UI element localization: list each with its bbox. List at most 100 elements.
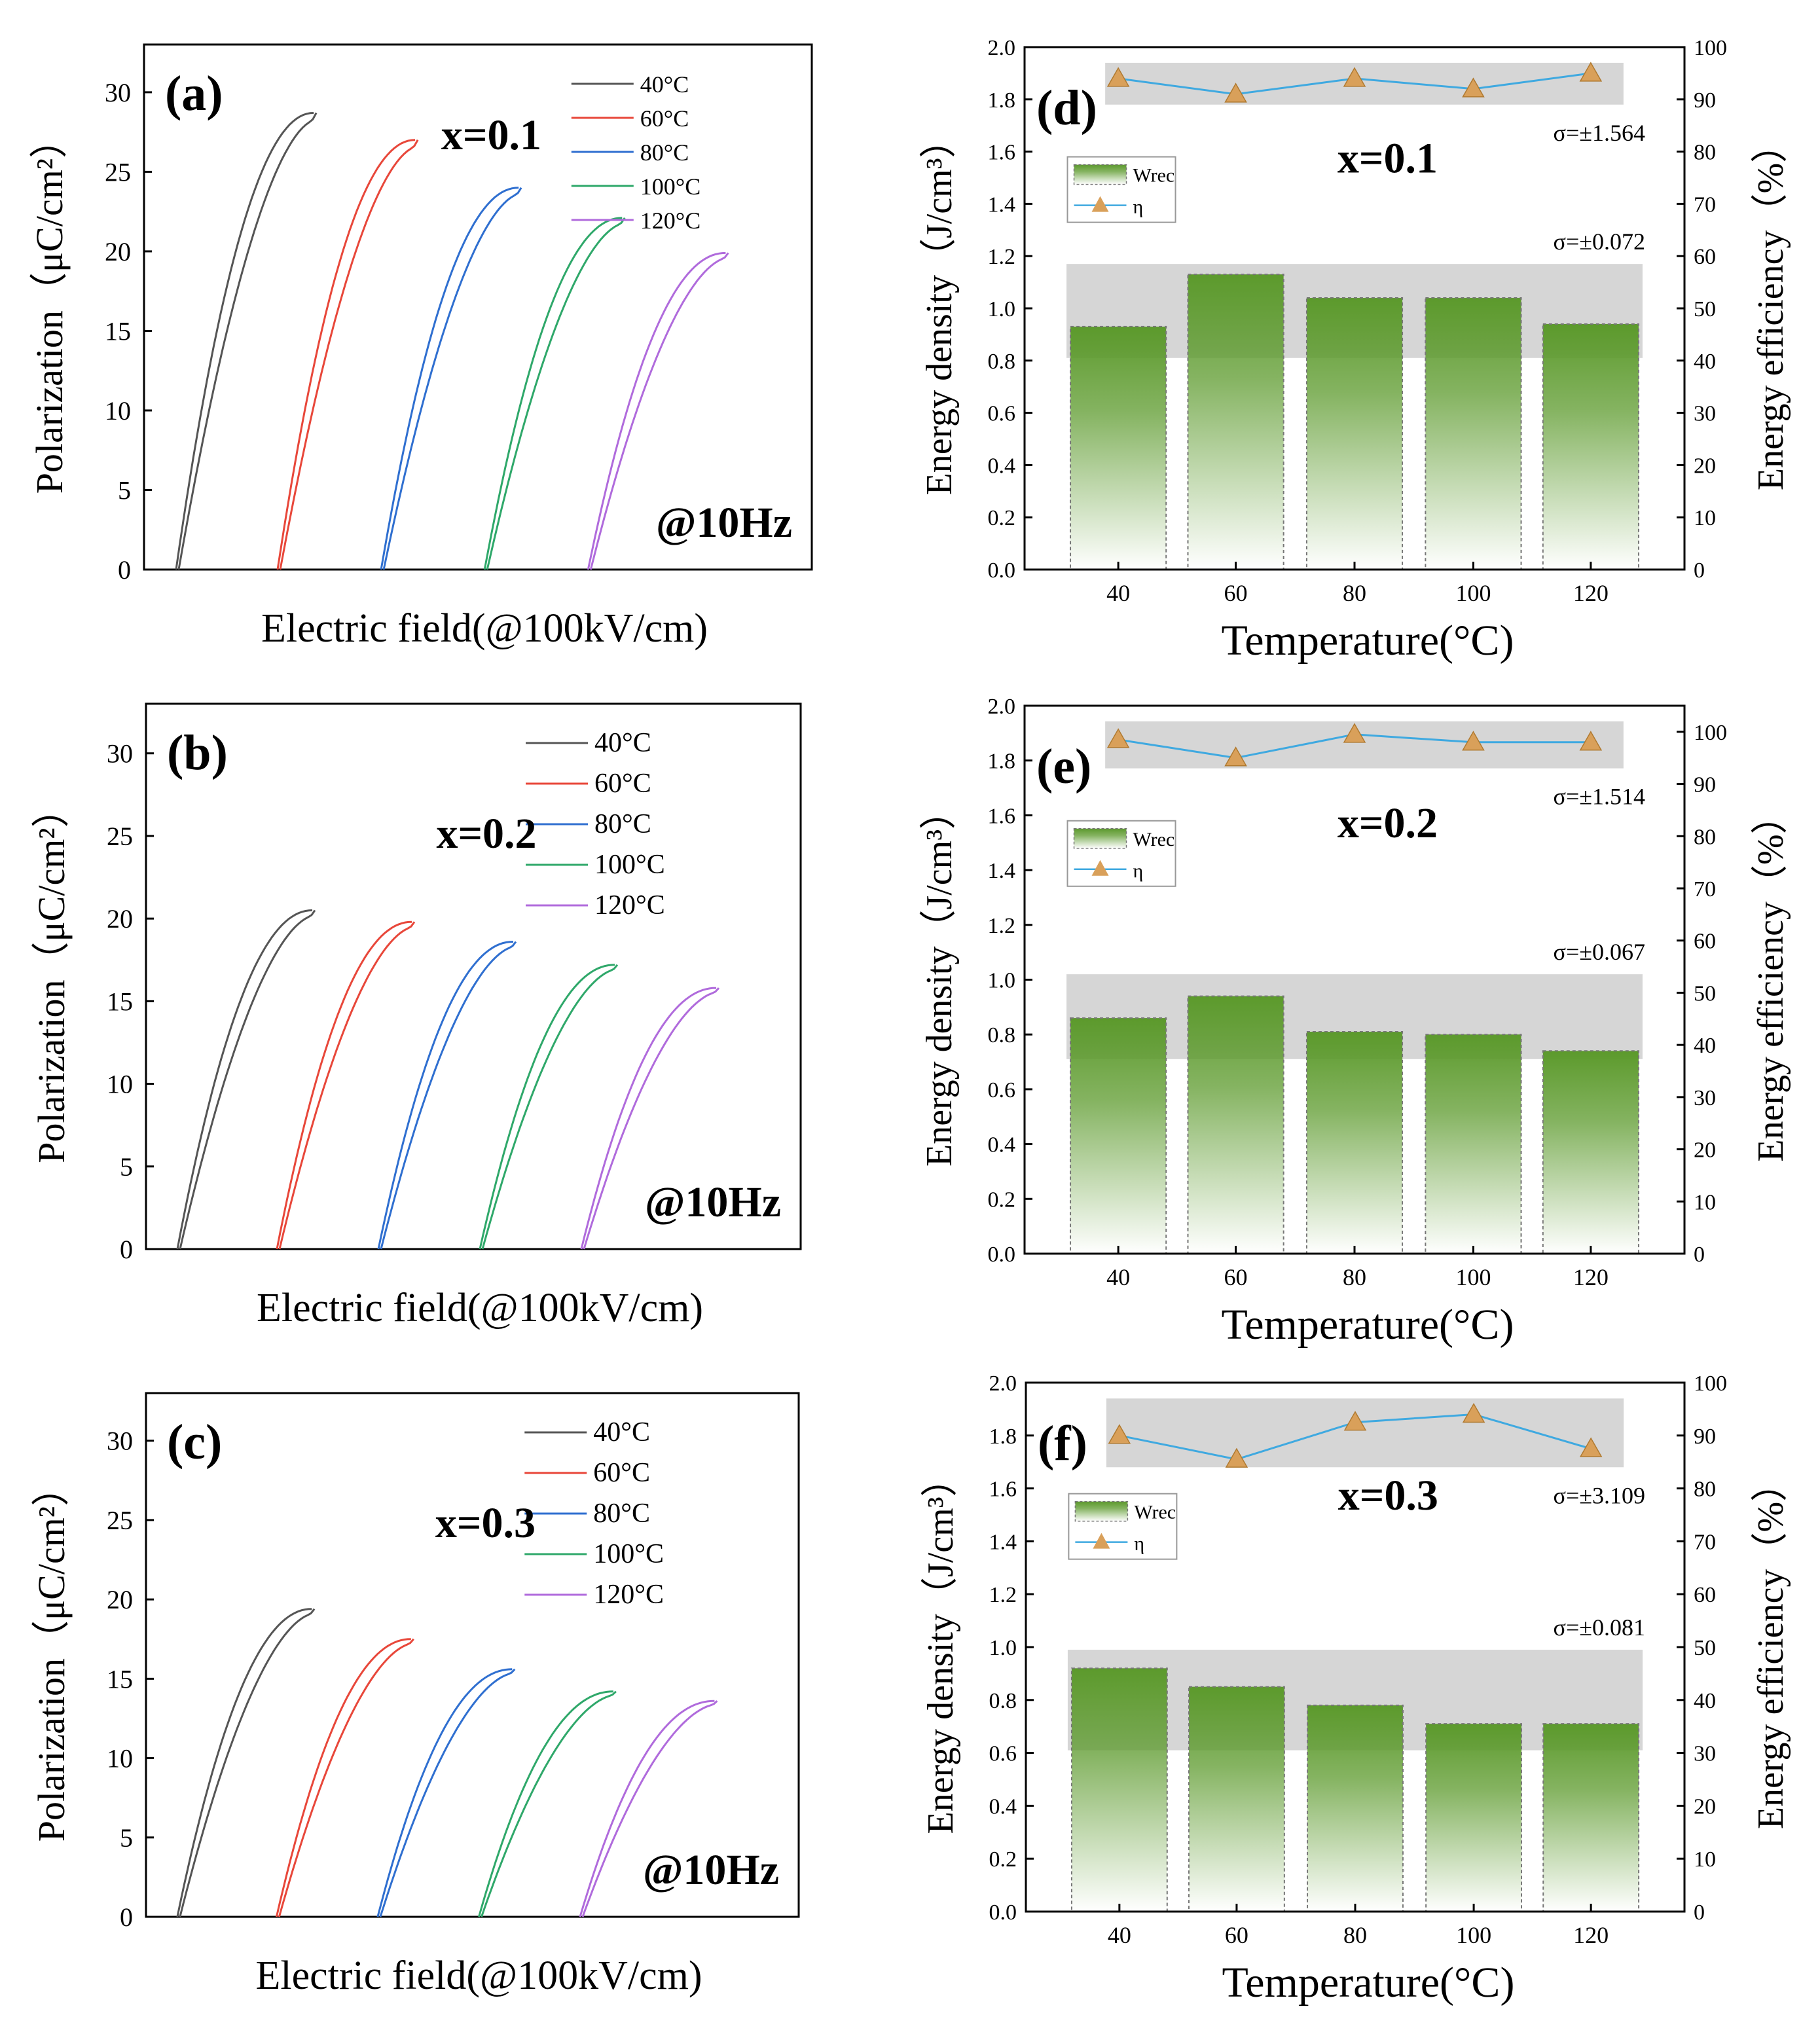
y2-tick-label: 0: [1694, 1243, 1705, 1267]
eta-marker-100: [1462, 1402, 1485, 1423]
wrec-bar-120: [1542, 323, 1639, 570]
y2-tick-label: 40: [1694, 1034, 1716, 1058]
pe-loop-120°C-discharge: [581, 1700, 718, 1917]
wrec-bar-60: [1187, 995, 1284, 1254]
eta-marker-80: [1343, 723, 1366, 743]
y-tick-label: 15: [105, 316, 131, 346]
frequency-label: @10Hz: [656, 499, 792, 547]
legend-label: 80°C: [593, 1498, 650, 1529]
y-tick-label: 0.4: [988, 1133, 1016, 1157]
legend-label: 60°C: [593, 1458, 650, 1488]
pe-loop-80°C-charge: [377, 941, 514, 1250]
eta-marker-100: [1462, 77, 1485, 98]
y-axis-label: Polarization（μC/cm²）: [30, 1468, 73, 1842]
y2-tick-label: 50: [1694, 297, 1716, 321]
legend-swatch-wrec: [1073, 164, 1127, 185]
y-tick-label: 0.0: [988, 1243, 1016, 1267]
y2-tick-label: 50: [1694, 1636, 1716, 1660]
pe-loop-80°C-charge: [380, 187, 519, 570]
y-axis-label-left: Energy density（J/cm³）: [919, 793, 960, 1167]
x-tick-label: 120: [1573, 1264, 1609, 1290]
pe-panel-2: 0 5 10 15 20 25 30 40°C 60°C 80°C 100°C 120°C (c) x=0…: [30, 1392, 800, 1998]
x-tick-label: 40: [1106, 1264, 1130, 1290]
composition-label: x=0.3: [435, 1499, 536, 1547]
frequency-label: @10Hz: [645, 1178, 781, 1226]
pe-loop-60°C-discharge: [279, 139, 419, 570]
wrec-bar-40: [1070, 325, 1167, 570]
y2-tick-label: 70: [1694, 1530, 1716, 1554]
panel-label: (f): [1038, 1416, 1087, 1471]
eta-marker-120: [1579, 1437, 1603, 1457]
y-tick-label: 5: [120, 1152, 133, 1182]
y-tick-label: 2.0: [988, 36, 1016, 60]
y2-tick-label: 60: [1694, 245, 1716, 269]
y-tick-label: 20: [105, 237, 131, 266]
eta-marker-80: [1343, 67, 1366, 87]
pe-loop-60°C-charge: [275, 1638, 411, 1917]
pe-loop-60°C-charge: [276, 920, 412, 1250]
pe-loop-120°C-discharge: [589, 252, 729, 570]
legend-label: 120°C: [594, 890, 665, 920]
legend-swatch-eta-marker: [1091, 860, 1109, 876]
pe-loop-100°C-discharge: [481, 1690, 617, 1917]
y2-tick-label: 10: [1694, 1190, 1716, 1214]
sigma-eta-label: σ=±3.109: [1554, 1482, 1645, 1508]
y-tick-label: 0.2: [988, 1188, 1016, 1212]
pe-loop-40°C-discharge: [177, 112, 318, 570]
legend-label-eta: η: [1133, 860, 1144, 882]
y2-tick-label: 0: [1694, 558, 1705, 583]
x-tick-label: 60: [1224, 580, 1248, 606]
wrec-bar-80: [1307, 1704, 1404, 1912]
y-tick-label: 1.8: [988, 750, 1016, 774]
y-tick-label: 20: [107, 1585, 133, 1614]
y-tick-label: 0.8: [988, 350, 1016, 374]
x-axis-label: Electric field(@100kV/cm): [257, 1286, 703, 1330]
energy-panel-0: 0.0 0.2 0.4 0.6 0.8 1.0 1.2 1.4 1.6 1.8 2.0 0 10 20 30…: [919, 36, 1791, 664]
y-tick-label: 2.0: [989, 1371, 1017, 1396]
y2-tick-label: 30: [1694, 1086, 1716, 1110]
legend-swatch-wrec: [1073, 828, 1127, 849]
y-tick-label: 1.2: [988, 914, 1016, 938]
legend-label: 120°C: [593, 1580, 664, 1610]
x-tick-label: 80: [1343, 1922, 1367, 1948]
sigma-wrec-label: σ=±0.067: [1554, 939, 1645, 965]
energy-panel-1: 0.0 0.2 0.4 0.6 0.8 1.0 1.2 1.4 1.6 1.8 2.0 0 10 20 30…: [919, 695, 1791, 1349]
x-axis-label: Temperature(°C): [1222, 1301, 1514, 1349]
eta-marker-40: [1106, 67, 1130, 87]
eta-marker-120: [1579, 731, 1603, 751]
y-tick-label: 15: [107, 1664, 133, 1694]
y2-tick-label: 40: [1694, 1689, 1716, 1713]
y-axis-label-right: Energy efficiency（%）: [1751, 126, 1791, 490]
eta-deviation-band: [1105, 62, 1624, 105]
y-axis-label-right: Energy efficiency（%）: [1751, 797, 1791, 1161]
x-tick-label: 60: [1224, 1264, 1248, 1290]
y2-tick-label: 30: [1694, 402, 1716, 426]
pe-loop-40°C-discharge: [179, 1608, 316, 1917]
y-tick-label: 0.4: [988, 454, 1016, 478]
y-tick-label: 1.4: [988, 192, 1016, 217]
composition-label: x=0.1: [441, 111, 541, 159]
legend-label: 40°C: [593, 1417, 650, 1447]
energy-panel-2: 0.0 0.2 0.4 0.6 0.8 1.0 1.2 1.4 1.6 1.8 2.0 0 10 20 30…: [920, 1371, 1791, 2007]
eta-marker-40: [1108, 1424, 1131, 1444]
legend-label: 80°C: [594, 809, 651, 839]
wrec-bar-100: [1425, 1034, 1522, 1254]
plot-frame: [145, 702, 802, 1250]
y-tick-label: 0.2: [988, 506, 1016, 530]
eta-marker-120: [1579, 62, 1603, 82]
sigma-eta-label: σ=±1.564: [1554, 120, 1645, 146]
y-tick-label: 1.6: [988, 804, 1016, 828]
y-tick-label: 0.8: [988, 1023, 1016, 1047]
y-axis-label-right: Energy efficiency（%）: [1751, 1465, 1791, 1829]
y-tick-label: 2.0: [988, 695, 1016, 719]
eta-marker-60: [1225, 1447, 1248, 1468]
pe-loop-120°C-charge: [579, 1699, 715, 1917]
legend-label: 60°C: [640, 105, 689, 132]
y-tick-label: 0: [120, 1902, 133, 1932]
eta-marker-40: [1106, 728, 1130, 748]
y2-tick-label: 0: [1694, 1900, 1705, 1925]
y2-tick-label: 30: [1694, 1742, 1716, 1766]
legend-label-wrec: Wrec: [1134, 1502, 1176, 1523]
y2-tick-label: 80: [1694, 825, 1716, 849]
y2-tick-label: 70: [1694, 192, 1716, 217]
